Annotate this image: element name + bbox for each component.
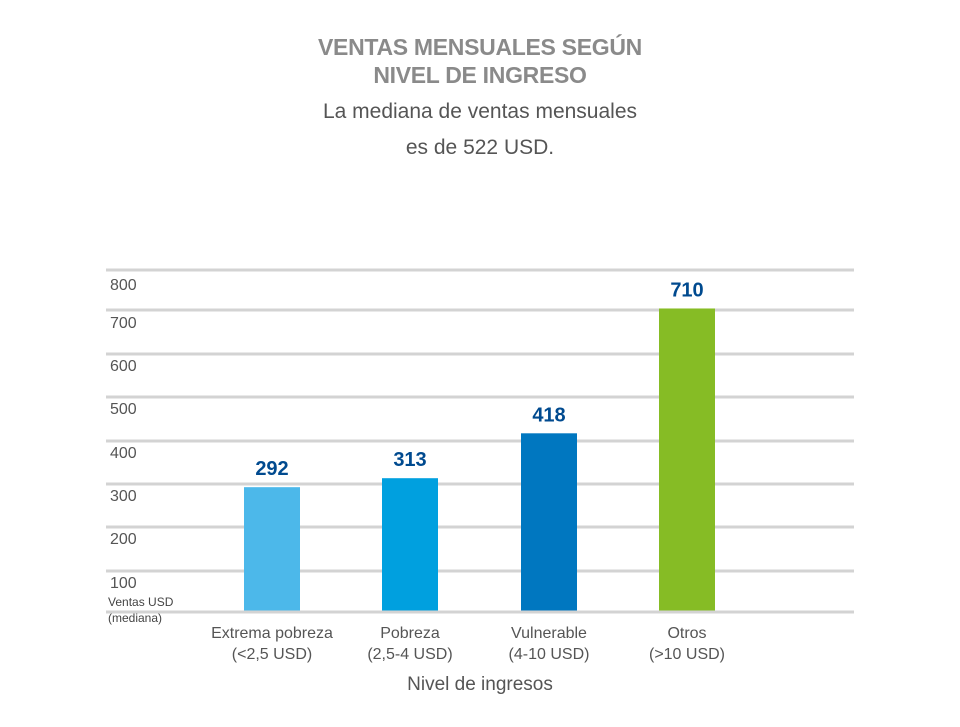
y-tick-label: 100	[110, 575, 137, 592]
x-category-label: Vulnerable	[511, 625, 587, 642]
chart-subtitle-line-1: La mediana de ventas mensuales	[322, 100, 638, 123]
x-category-label: (>10 USD)	[649, 646, 725, 663]
chart-title-line-2: NIVEL DE INGRESO	[373, 62, 587, 88]
x-axis-label: Nivel de ingresos	[407, 674, 553, 695]
bar	[244, 487, 300, 611]
y-tick-label: 500	[110, 401, 137, 418]
y-tick-label: 700	[110, 315, 137, 332]
bar-value-label: 313	[393, 449, 426, 471]
bar	[521, 433, 577, 611]
x-category-label: Extrema pobreza	[211, 625, 333, 642]
bar-value-label: 292	[255, 458, 288, 480]
x-category-label: Pobreza	[380, 625, 440, 642]
bar	[382, 478, 438, 611]
y-tick-label: 400	[110, 445, 137, 462]
y-tick-label: 600	[110, 358, 137, 375]
y-tick-label: 200	[110, 531, 137, 548]
x-category-label: (<2,5 USD)	[232, 646, 312, 663]
x-category-label: (2,5-4 USD)	[367, 646, 452, 663]
x-category-label: Otros	[667, 625, 706, 642]
x-category-label: (4-10 USD)	[509, 646, 590, 663]
bar-value-label: 418	[532, 404, 565, 426]
bar	[659, 308, 715, 611]
y-tick-label: 300	[110, 488, 137, 505]
y-axis-label: (mediana)	[108, 611, 162, 625]
bar-value-label: 710	[670, 279, 703, 301]
y-axis-label: Ventas USD	[108, 595, 174, 609]
chart-subtitle-line-2: es de 522 USD.	[405, 136, 555, 159]
chart-title-line-1: VENTAS MENSUALES SEGÚN	[318, 34, 642, 60]
y-tick-label: 800	[110, 277, 137, 294]
